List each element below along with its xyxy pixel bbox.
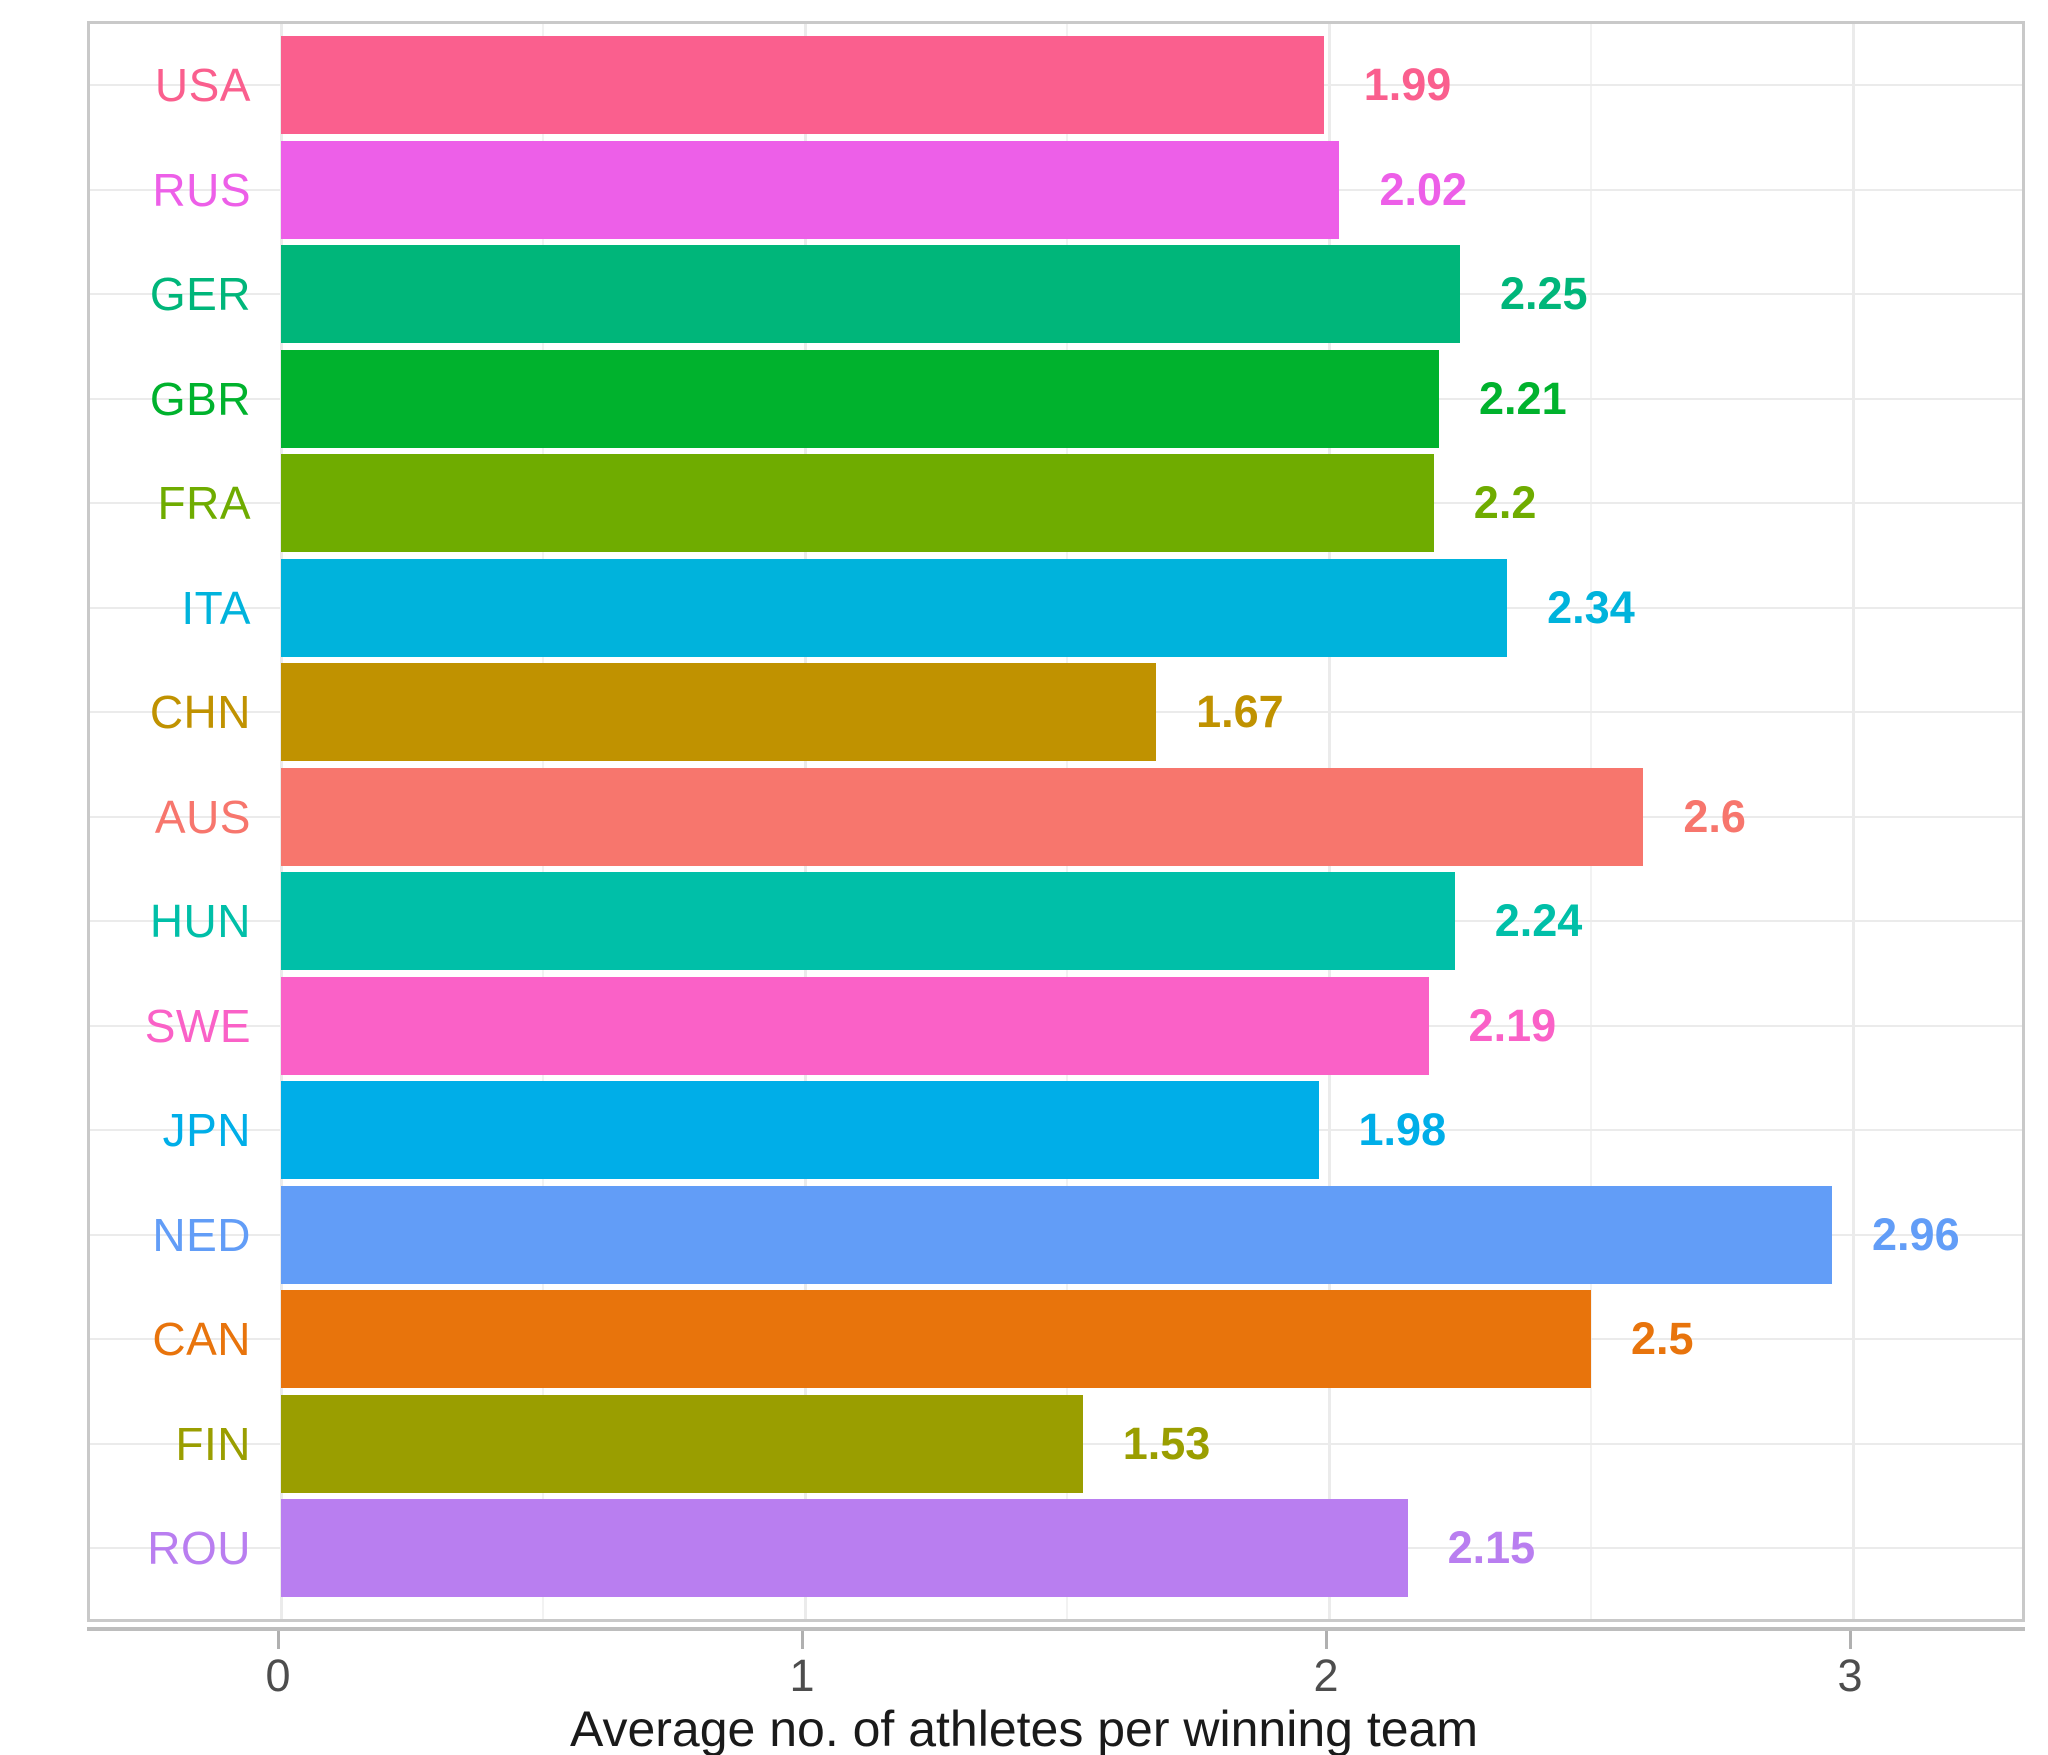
bar-gbr[interactable] <box>281 349 1440 448</box>
bar-swe[interactable] <box>281 976 1429 1075</box>
value-label-fin: 1.53 <box>1122 1417 1211 1469</box>
bar-can[interactable] <box>281 1290 1591 1388</box>
bar-row: ITA 2.34 <box>90 558 2022 657</box>
category-label-jpn: JPN <box>162 1104 251 1156</box>
x-tick-2 <box>1324 1631 1328 1649</box>
bar-row: JPN 1.98 <box>90 1081 2022 1179</box>
bar-hun[interactable] <box>281 872 1455 970</box>
value-label-usa: 1.99 <box>1363 59 1452 110</box>
plot-panel: USA 1.99 RUS 2.02 GER 2.25 GBR 2.21 FRA 2.2 ITA 2.3… <box>87 21 2025 1622</box>
x-axis-line <box>87 1627 2025 1631</box>
value-label-ita: 2.34 <box>1547 581 1635 633</box>
x-axis-title: Average no. of athletes per winning team <box>570 1701 1478 1755</box>
bar-ger[interactable] <box>281 245 1460 343</box>
bar-row: FIN 1.53 <box>90 1394 2022 1493</box>
bar-row: CHN 1.67 <box>90 663 2022 761</box>
bar-fin[interactable] <box>281 1394 1083 1493</box>
value-label-swe: 2.19 <box>1468 999 1557 1051</box>
category-label-ita: ITA <box>181 581 251 634</box>
bar-aus[interactable] <box>281 767 1644 866</box>
x-tick-label-0: 0 <box>265 1650 291 1701</box>
value-label-rus: 2.02 <box>1379 163 1468 215</box>
category-label-usa: USA <box>154 59 251 111</box>
category-label-rus: RUS <box>152 163 251 216</box>
bar-row: AUS 2.6 <box>90 767 2022 866</box>
bar-row: SWE 2.19 <box>90 976 2022 1075</box>
bar-row: ROU 2.15 <box>90 1499 2022 1597</box>
bar-jpn[interactable] <box>281 1081 1319 1179</box>
bar-rou[interactable] <box>281 1499 1408 1597</box>
category-label-can: CAN <box>152 1313 251 1365</box>
bar-row: USA 1.99 <box>90 36 2022 134</box>
x-tick-3 <box>1848 1631 1852 1649</box>
x-tick-label-1: 1 <box>789 1650 815 1701</box>
bar-rus[interactable] <box>281 140 1340 239</box>
value-label-ger: 2.25 <box>1500 268 1588 319</box>
category-label-ned: NED <box>152 1208 251 1261</box>
value-label-hun: 2.24 <box>1494 895 1583 946</box>
value-label-fra: 2.2 <box>1473 477 1537 528</box>
x-tick-1 <box>800 1631 804 1649</box>
category-label-fin: FIN <box>175 1417 251 1470</box>
bar-row: NED 2.96 <box>90 1185 2022 1284</box>
category-label-ger: GER <box>149 268 251 320</box>
bar-row: RUS 2.02 <box>90 140 2022 239</box>
category-label-hun: HUN <box>149 895 251 947</box>
category-label-rou: ROU <box>147 1522 251 1574</box>
bar-row: GER 2.25 <box>90 245 2022 343</box>
bar-fra[interactable] <box>281 454 1434 552</box>
bar-chn[interactable] <box>281 663 1157 761</box>
bar-row: HUN 2.24 <box>90 872 2022 970</box>
category-label-gbr: GBR <box>149 372 251 425</box>
bar-row: CAN 2.5 <box>90 1290 2022 1388</box>
bar-ned[interactable] <box>281 1185 1833 1284</box>
bar-row: FRA 2.2 <box>90 454 2022 552</box>
value-label-ned: 2.96 <box>1872 1208 1960 1260</box>
category-label-fra: FRA <box>157 477 251 529</box>
value-label-jpn: 1.98 <box>1358 1104 1447 1155</box>
x-gridline-major <box>1851 24 1855 1619</box>
category-label-swe: SWE <box>144 999 251 1052</box>
category-label-aus: AUS <box>154 790 251 843</box>
value-label-aus: 2.6 <box>1683 790 1746 842</box>
bar-row: GBR 2.21 <box>90 349 2022 448</box>
bar-ita[interactable] <box>281 558 1508 657</box>
x-tick-label-2: 2 <box>1313 1650 1339 1701</box>
x-tick-0 <box>276 1631 280 1649</box>
value-label-gbr: 2.21 <box>1479 372 1567 424</box>
x-tick-label-3: 3 <box>1837 1650 1863 1701</box>
value-label-can: 2.5 <box>1631 1313 1694 1364</box>
value-label-rou: 2.15 <box>1447 1522 1536 1573</box>
value-label-chn: 1.67 <box>1196 686 1284 737</box>
category-label-chn: CHN <box>149 686 251 738</box>
bar-usa[interactable] <box>281 36 1324 134</box>
